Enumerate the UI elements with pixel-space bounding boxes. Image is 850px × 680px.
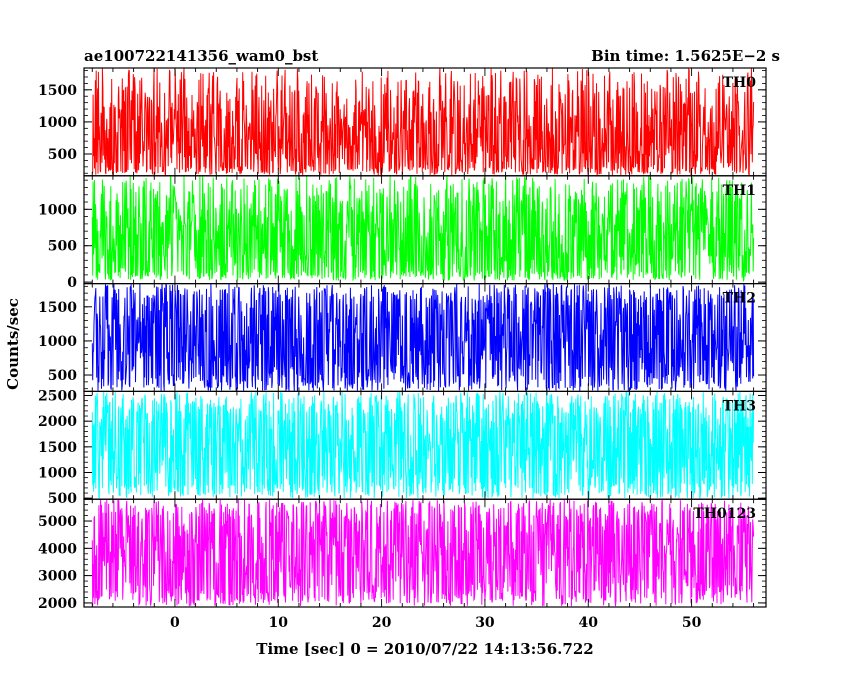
panel-th2: 500 1000 1500 TH2 — [38, 283, 767, 393]
y-tick-label: 1000 — [38, 115, 77, 131]
y-tick-label: 1000 — [38, 466, 77, 482]
chart-title: ae100722141356_wam0_bst — [84, 47, 318, 65]
y-tick-label: 500 — [48, 239, 77, 255]
y-tick-label: 4000 — [38, 541, 77, 557]
panel-th3: 500 1000 1500 2000 2500 TH3 — [38, 389, 767, 507]
x-tick-label: 20 — [372, 615, 392, 631]
series-th1 — [91, 175, 755, 283]
panel-label: TH3 — [723, 398, 756, 414]
panel-th0: 500 1000 1500 TH0 — [38, 67, 767, 177]
series-th0 — [91, 67, 755, 177]
x-tick-label: 40 — [579, 615, 599, 631]
y-tick-label: 500 — [48, 491, 77, 507]
x-axis-ticks: 0 10 20 30 40 50 — [170, 615, 702, 631]
y-tick-label: 2000 — [38, 596, 77, 612]
y-tick-label: 1500 — [38, 300, 77, 316]
x-tick-label: 30 — [475, 615, 495, 631]
x-tick-label: 10 — [269, 615, 289, 631]
series-th3 — [91, 390, 755, 500]
y-tick-label: 2500 — [38, 389, 77, 405]
y-axis-title: Counts/sec — [4, 298, 22, 390]
panel-label: TH0 — [723, 75, 757, 91]
panel-label: TH0123 — [693, 506, 756, 522]
bin-time-label: Bin time: 1.5625E−2 s — [591, 47, 780, 65]
panel-label: TH1 — [723, 183, 756, 199]
y-tick-label: 3000 — [38, 569, 77, 585]
x-tick-label: 0 — [170, 615, 180, 631]
y-tick-label: 1000 — [38, 202, 77, 218]
y-tick-label: 1000 — [38, 334, 77, 350]
panel-frame — [83, 498, 767, 608]
series-th0123 — [91, 499, 755, 607]
panel-label: TH2 — [723, 291, 756, 307]
y-tick-label: 500 — [48, 147, 77, 163]
y-tick-label: 5000 — [38, 514, 77, 530]
x-tick-label: 50 — [682, 615, 702, 631]
panel-th1: 0 500 1000 TH1 — [38, 175, 767, 291]
y-tick-label: 500 — [48, 368, 77, 384]
y-tick-label: 0 — [67, 275, 77, 291]
y-tick-label: 1500 — [38, 83, 77, 99]
y-tick-label: 1500 — [38, 440, 77, 456]
y-tick-label: 2000 — [38, 414, 77, 430]
x-axis-title: Time [sec] 0 = 2010/07/22 14:13:56.722 — [256, 640, 593, 658]
panel-th0123: 2000 3000 4000 5000 TH0123 — [38, 498, 767, 612]
series-th2 — [91, 283, 755, 392]
